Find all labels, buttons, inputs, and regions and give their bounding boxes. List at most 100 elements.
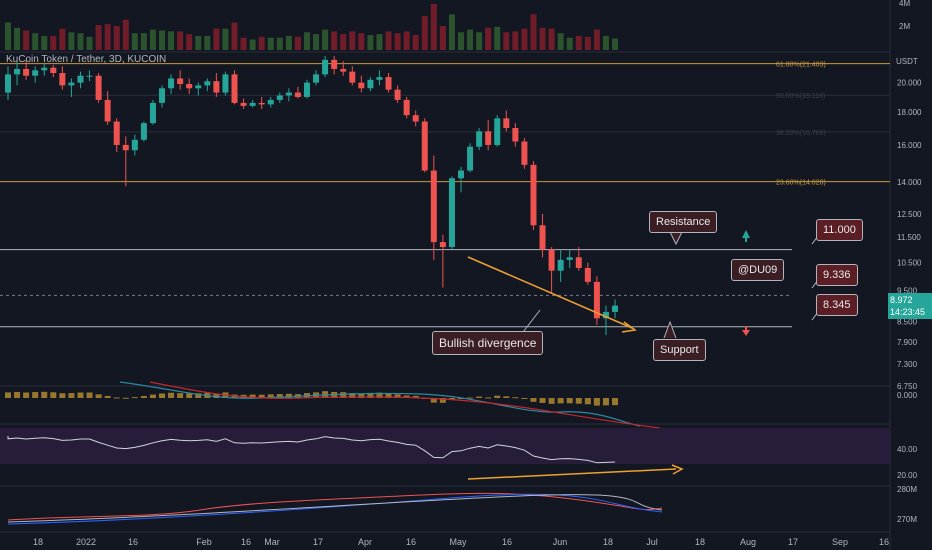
volume-bar bbox=[367, 35, 374, 50]
macd-bar bbox=[349, 393, 356, 398]
macd-bar bbox=[32, 392, 39, 398]
candle-body bbox=[539, 225, 546, 250]
candle-body bbox=[376, 77, 383, 80]
volume-bar bbox=[113, 26, 120, 50]
volume-bar bbox=[303, 32, 310, 50]
candle-body bbox=[403, 99, 410, 116]
macd-bar bbox=[113, 397, 120, 399]
candle-body bbox=[77, 75, 84, 83]
volume-bar bbox=[267, 37, 274, 50]
volume-bar bbox=[602, 35, 609, 50]
candle-body bbox=[485, 131, 492, 145]
macd-bar bbox=[494, 395, 501, 398]
volume-bar bbox=[95, 25, 102, 50]
candle-body bbox=[439, 242, 446, 248]
candle-body bbox=[530, 164, 537, 226]
candle-body bbox=[521, 141, 528, 165]
obv-line bbox=[7, 492, 663, 521]
macd-bar bbox=[140, 396, 147, 398]
obv-ma-line bbox=[7, 493, 663, 525]
candle-body bbox=[104, 99, 111, 122]
macd-bar bbox=[77, 392, 84, 398]
rsi-divergence-line bbox=[467, 468, 677, 480]
volume-bar bbox=[86, 36, 93, 50]
time-axis-label: 18 bbox=[603, 537, 613, 547]
candle-body bbox=[68, 82, 75, 86]
volume-bar bbox=[548, 28, 555, 50]
time-axis-label: Sep bbox=[832, 537, 848, 547]
macd-bar bbox=[258, 394, 265, 398]
handle-callout[interactable]: @DU09 bbox=[731, 259, 785, 281]
macd-bar bbox=[340, 392, 347, 398]
macd-bar bbox=[467, 397, 474, 399]
candle-body bbox=[313, 74, 320, 83]
volume-bar bbox=[430, 4, 437, 50]
macd-bar bbox=[403, 395, 410, 398]
volume-bar bbox=[195, 35, 202, 50]
candle-body bbox=[267, 99, 274, 105]
candle-body bbox=[412, 115, 419, 122]
macd-bar bbox=[530, 398, 537, 402]
support-price-label[interactable]: 8.345 bbox=[816, 294, 858, 316]
volume-bar bbox=[140, 33, 147, 50]
volume-bar bbox=[222, 28, 229, 50]
candle-body bbox=[195, 85, 202, 89]
price-axis-label: 9.500 bbox=[897, 287, 918, 296]
price-axis-label: 7.900 bbox=[897, 338, 918, 347]
time-axis-label: Jun bbox=[553, 537, 568, 547]
support-callout[interactable]: Support bbox=[653, 339, 706, 361]
candle-body bbox=[575, 257, 582, 268]
macd-bar bbox=[376, 392, 383, 398]
macd-bar bbox=[285, 393, 292, 398]
time-axis-label: Apr bbox=[358, 537, 372, 547]
volume-bar bbox=[23, 30, 30, 50]
volume-bar bbox=[521, 28, 528, 50]
time-axis-label: 16 bbox=[502, 537, 512, 547]
volume-bar bbox=[240, 37, 247, 50]
divergence-callout[interactable]: Bullish divergence bbox=[432, 331, 544, 355]
macd-bar bbox=[68, 393, 75, 398]
volume-bar bbox=[340, 34, 347, 50]
time-axis-label: 16 bbox=[879, 537, 889, 547]
time-axis-label: 2022 bbox=[76, 537, 96, 547]
volume-bar bbox=[575, 35, 582, 50]
macd-bar bbox=[575, 398, 582, 404]
macd-bar bbox=[177, 393, 184, 398]
candle-body bbox=[258, 102, 265, 105]
resistance-callout[interactable]: Resistance bbox=[649, 211, 718, 233]
macd-bar bbox=[367, 392, 374, 398]
volume-bar bbox=[5, 22, 11, 50]
rsi-axis-label: 40.00 bbox=[897, 445, 918, 454]
macd-bar bbox=[23, 392, 30, 398]
candle-body bbox=[86, 75, 93, 77]
macd-bar bbox=[539, 398, 546, 403]
time-axis-label: 18 bbox=[695, 537, 705, 547]
volume-bar bbox=[204, 35, 211, 50]
macd-bar bbox=[557, 398, 564, 404]
resistance-price-label[interactable]: 11.000 bbox=[816, 219, 863, 241]
volume-bar bbox=[376, 34, 383, 50]
fib-level-label: 23.60%(14.028) bbox=[776, 180, 826, 187]
middle-price-label[interactable]: 9.336 bbox=[816, 264, 858, 286]
candle-body bbox=[349, 71, 356, 83]
price-axis-label: 16.000 bbox=[897, 141, 922, 150]
candle-body bbox=[50, 67, 57, 74]
macd-bar bbox=[95, 394, 102, 398]
volume-axis-label: 4M bbox=[899, 0, 910, 8]
candle-body bbox=[32, 70, 39, 76]
macd-bar bbox=[149, 394, 156, 398]
volume-bar bbox=[439, 26, 446, 50]
support-pointer bbox=[663, 320, 677, 339]
volume-bar bbox=[249, 39, 256, 50]
candle-body bbox=[566, 257, 573, 260]
candle-body bbox=[584, 267, 591, 282]
candle-body bbox=[222, 74, 229, 93]
volume-bar bbox=[584, 36, 591, 50]
macd-bar bbox=[131, 397, 138, 399]
macd-bar bbox=[358, 393, 365, 398]
candle-body bbox=[14, 68, 21, 75]
macd-bar bbox=[213, 393, 220, 398]
macd-bar bbox=[566, 398, 573, 404]
time-axis-label: 18 bbox=[33, 537, 43, 547]
